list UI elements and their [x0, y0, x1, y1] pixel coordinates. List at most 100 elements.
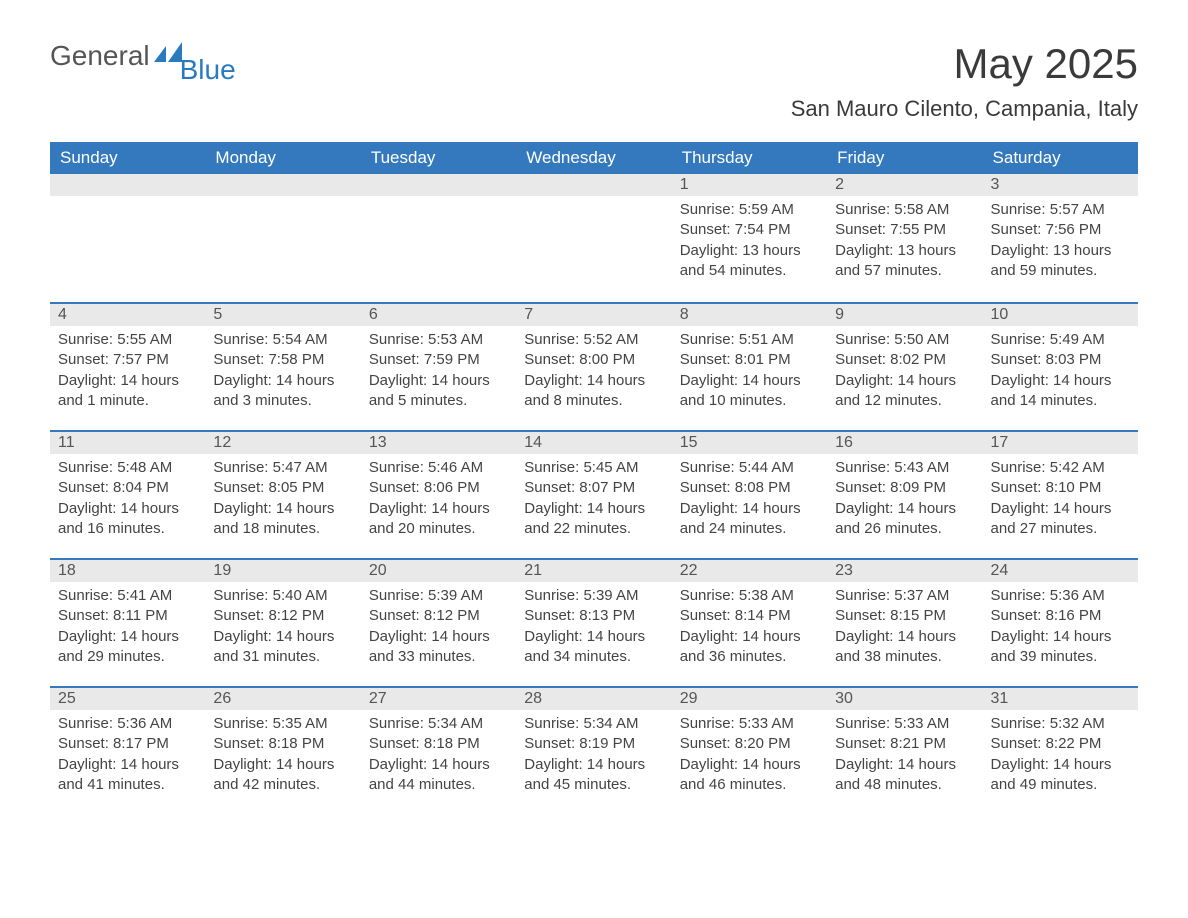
calendar-cell: 21Sunrise: 5:39 AMSunset: 8:13 PMDayligh…: [516, 558, 671, 686]
sunrise-line: Sunrise: 5:54 AM: [213, 330, 352, 350]
sunset-line: Sunset: 8:06 PM: [369, 478, 508, 498]
day-number: 12: [205, 432, 360, 454]
sunrise-line: Sunrise: 5:46 AM: [369, 458, 508, 478]
day-detail: Sunrise: 5:35 AMSunset: 8:18 PMDaylight:…: [205, 710, 360, 801]
calendar-cell: 10Sunrise: 5:49 AMSunset: 8:03 PMDayligh…: [983, 302, 1138, 430]
day-number: 30: [827, 688, 982, 710]
day-header: Tuesday: [361, 142, 516, 174]
sunset-line: Sunset: 8:04 PM: [58, 478, 197, 498]
calendar-cell: 27Sunrise: 5:34 AMSunset: 8:18 PMDayligh…: [361, 686, 516, 814]
daylight-line: Daylight: 14 hours and 1 minute.: [58, 371, 197, 412]
day-detail: Sunrise: 5:50 AMSunset: 8:02 PMDaylight:…: [827, 326, 982, 417]
sunrise-line: Sunrise: 5:37 AM: [835, 586, 974, 606]
daylight-line: Daylight: 14 hours and 18 minutes.: [213, 499, 352, 540]
day-detail: Sunrise: 5:38 AMSunset: 8:14 PMDaylight:…: [672, 582, 827, 673]
sunrise-line: Sunrise: 5:44 AM: [680, 458, 819, 478]
calendar-cell: [361, 174, 516, 302]
calendar-cell: [50, 174, 205, 302]
day-detail: Sunrise: 5:39 AMSunset: 8:13 PMDaylight:…: [516, 582, 671, 673]
day-number: 3: [983, 174, 1138, 196]
sunset-line: Sunset: 7:56 PM: [991, 220, 1130, 240]
day-number: 19: [205, 560, 360, 582]
sunset-line: Sunset: 8:02 PM: [835, 350, 974, 370]
day-number: 14: [516, 432, 671, 454]
day-detail: Sunrise: 5:37 AMSunset: 8:15 PMDaylight:…: [827, 582, 982, 673]
sunrise-line: Sunrise: 5:35 AM: [213, 714, 352, 734]
day-detail: Sunrise: 5:44 AMSunset: 8:08 PMDaylight:…: [672, 454, 827, 545]
day-detail: Sunrise: 5:41 AMSunset: 8:11 PMDaylight:…: [50, 582, 205, 673]
day-detail: Sunrise: 5:46 AMSunset: 8:06 PMDaylight:…: [361, 454, 516, 545]
day-detail: Sunrise: 5:36 AMSunset: 8:17 PMDaylight:…: [50, 710, 205, 801]
sunset-line: Sunset: 8:01 PM: [680, 350, 819, 370]
sunrise-line: Sunrise: 5:38 AM: [680, 586, 819, 606]
calendar-cell: 28Sunrise: 5:34 AMSunset: 8:19 PMDayligh…: [516, 686, 671, 814]
daylight-line: Daylight: 14 hours and 3 minutes.: [213, 371, 352, 412]
sunrise-line: Sunrise: 5:34 AM: [524, 714, 663, 734]
calendar-cell: 22Sunrise: 5:38 AMSunset: 8:14 PMDayligh…: [672, 558, 827, 686]
day-detail: Sunrise: 5:43 AMSunset: 8:09 PMDaylight:…: [827, 454, 982, 545]
logo-flag-icon: [154, 42, 182, 62]
daylight-line: Daylight: 14 hours and 12 minutes.: [835, 371, 974, 412]
daylight-line: Daylight: 14 hours and 33 minutes.: [369, 627, 508, 668]
daylight-line: Daylight: 13 hours and 59 minutes.: [991, 241, 1130, 282]
calendar-body: 1Sunrise: 5:59 AMSunset: 7:54 PMDaylight…: [50, 174, 1138, 814]
sunset-line: Sunset: 8:11 PM: [58, 606, 197, 626]
sunset-line: Sunset: 7:55 PM: [835, 220, 974, 240]
sunrise-line: Sunrise: 5:45 AM: [524, 458, 663, 478]
calendar-cell: 2Sunrise: 5:58 AMSunset: 7:55 PMDaylight…: [827, 174, 982, 302]
day-number: 6: [361, 304, 516, 326]
calendar-cell: 23Sunrise: 5:37 AMSunset: 8:15 PMDayligh…: [827, 558, 982, 686]
daylight-line: Daylight: 14 hours and 16 minutes.: [58, 499, 197, 540]
logo-word1: General: [50, 40, 150, 72]
daylight-line: Daylight: 14 hours and 36 minutes.: [680, 627, 819, 668]
day-detail: Sunrise: 5:45 AMSunset: 8:07 PMDaylight:…: [516, 454, 671, 545]
month-title: May 2025: [791, 40, 1138, 88]
sunrise-line: Sunrise: 5:32 AM: [991, 714, 1130, 734]
day-number: 18: [50, 560, 205, 582]
daylight-line: Daylight: 14 hours and 20 minutes.: [369, 499, 508, 540]
day-number: 11: [50, 432, 205, 454]
day-number: 25: [50, 688, 205, 710]
sunset-line: Sunset: 8:08 PM: [680, 478, 819, 498]
day-number: 7: [516, 304, 671, 326]
day-detail: Sunrise: 5:58 AMSunset: 7:55 PMDaylight:…: [827, 196, 982, 287]
day-detail: Sunrise: 5:49 AMSunset: 8:03 PMDaylight:…: [983, 326, 1138, 417]
day-number: 1: [672, 174, 827, 196]
day-detail: Sunrise: 5:40 AMSunset: 8:12 PMDaylight:…: [205, 582, 360, 673]
day-number: 16: [827, 432, 982, 454]
daylight-line: Daylight: 14 hours and 31 minutes.: [213, 627, 352, 668]
calendar-cell: 26Sunrise: 5:35 AMSunset: 8:18 PMDayligh…: [205, 686, 360, 814]
day-header: Friday: [827, 142, 982, 174]
calendar-cell: 7Sunrise: 5:52 AMSunset: 8:00 PMDaylight…: [516, 302, 671, 430]
calendar-cell: 6Sunrise: 5:53 AMSunset: 7:59 PMDaylight…: [361, 302, 516, 430]
calendar-cell: [205, 174, 360, 302]
day-detail: Sunrise: 5:52 AMSunset: 8:00 PMDaylight:…: [516, 326, 671, 417]
daylight-line: Daylight: 14 hours and 27 minutes.: [991, 499, 1130, 540]
daylight-line: Daylight: 14 hours and 38 minutes.: [835, 627, 974, 668]
sunrise-line: Sunrise: 5:53 AM: [369, 330, 508, 350]
day-number: 17: [983, 432, 1138, 454]
sunset-line: Sunset: 8:16 PM: [991, 606, 1130, 626]
calendar-cell: 19Sunrise: 5:40 AMSunset: 8:12 PMDayligh…: [205, 558, 360, 686]
calendar-week-row: 11Sunrise: 5:48 AMSunset: 8:04 PMDayligh…: [50, 430, 1138, 558]
calendar-cell: 5Sunrise: 5:54 AMSunset: 7:58 PMDaylight…: [205, 302, 360, 430]
day-detail: Sunrise: 5:32 AMSunset: 8:22 PMDaylight:…: [983, 710, 1138, 801]
sunset-line: Sunset: 8:12 PM: [369, 606, 508, 626]
page-header: General Blue May 2025 San Mauro Cilento,…: [50, 40, 1138, 122]
location-subtitle: San Mauro Cilento, Campania, Italy: [791, 96, 1138, 122]
day-number: 29: [672, 688, 827, 710]
sunrise-line: Sunrise: 5:57 AM: [991, 200, 1130, 220]
sunrise-line: Sunrise: 5:34 AM: [369, 714, 508, 734]
day-detail: Sunrise: 5:34 AMSunset: 8:19 PMDaylight:…: [516, 710, 671, 801]
day-number: 26: [205, 688, 360, 710]
daylight-line: Daylight: 14 hours and 48 minutes.: [835, 755, 974, 796]
daylight-line: Daylight: 14 hours and 42 minutes.: [213, 755, 352, 796]
day-number: 2: [827, 174, 982, 196]
day-detail: Sunrise: 5:59 AMSunset: 7:54 PMDaylight:…: [672, 196, 827, 287]
sunrise-line: Sunrise: 5:52 AM: [524, 330, 663, 350]
daylight-line: Daylight: 14 hours and 44 minutes.: [369, 755, 508, 796]
day-detail: Sunrise: 5:47 AMSunset: 8:05 PMDaylight:…: [205, 454, 360, 545]
daylight-line: Daylight: 14 hours and 34 minutes.: [524, 627, 663, 668]
day-number: 13: [361, 432, 516, 454]
calendar-cell: 29Sunrise: 5:33 AMSunset: 8:20 PMDayligh…: [672, 686, 827, 814]
